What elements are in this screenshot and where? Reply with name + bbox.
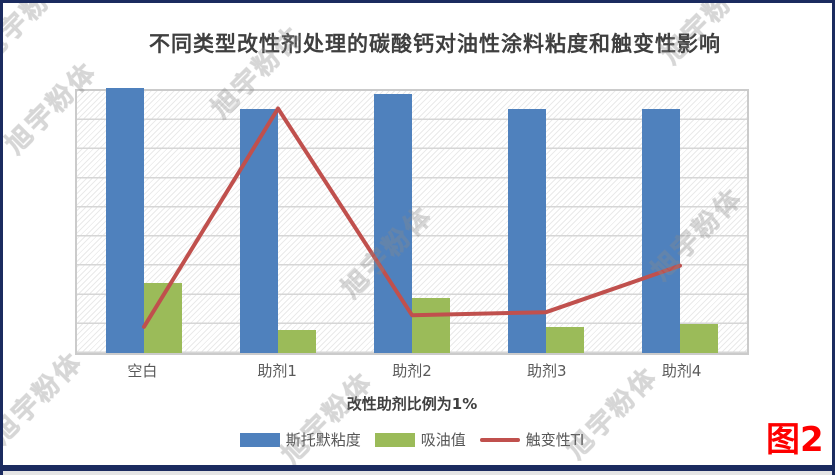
x-tick-label: 助剂3 — [527, 362, 567, 380]
legend-item: 斯托默粘度 — [239, 429, 361, 450]
x-tick-label: 空白 — [127, 362, 158, 380]
plot-area — [75, 88, 749, 355]
x-tick-label: 助剂1 — [257, 362, 297, 380]
legend-item: 触变性TI — [479, 429, 585, 450]
oil-absorption-bar — [546, 326, 584, 353]
figure-number-label: 图2 — [766, 420, 824, 460]
thixotropy-line — [142, 106, 682, 329]
x-tick-label: 助剂4 — [661, 362, 702, 380]
viscosity-bar — [642, 108, 680, 353]
viscosity-bar — [240, 108, 278, 353]
legend-swatch — [479, 437, 520, 442]
category-cell — [345, 91, 479, 353]
legend-label: 吸油值 — [420, 431, 466, 449]
legend-swatch — [239, 432, 280, 447]
oil-absorption-bar — [278, 329, 316, 353]
oil-absorption-bar — [412, 297, 450, 353]
x-axis-title: 改性助剂比例为1% — [346, 395, 478, 413]
chart-legend: 斯托默粘度 吸油值 触变性TI — [75, 429, 749, 450]
oil-absorption-bar — [680, 323, 718, 353]
legend-swatch — [374, 432, 415, 447]
x-axis-tick-labels: 空白 助剂1 助剂2 助剂3 助剂4 — [75, 360, 749, 381]
category-cell — [211, 91, 345, 353]
legend-label: 斯托默粘度 — [285, 431, 361, 449]
page-border-bottom-shadow — [0, 471, 835, 475]
viscosity-bar — [106, 88, 144, 353]
chart-title: 不同类型改性剂处理的碳酸钙对油性涂料粘度和触变性影响 — [149, 32, 721, 56]
x-tick-label: 助剂2 — [392, 362, 432, 380]
legend-item: 吸油值 — [374, 429, 466, 450]
page-border-bottom — [0, 465, 835, 471]
thixotropy-line-layer — [142, 106, 682, 329]
legend-label: 触变性TI — [525, 431, 585, 449]
category-cell — [613, 91, 747, 353]
viscosity-bar — [374, 93, 412, 353]
